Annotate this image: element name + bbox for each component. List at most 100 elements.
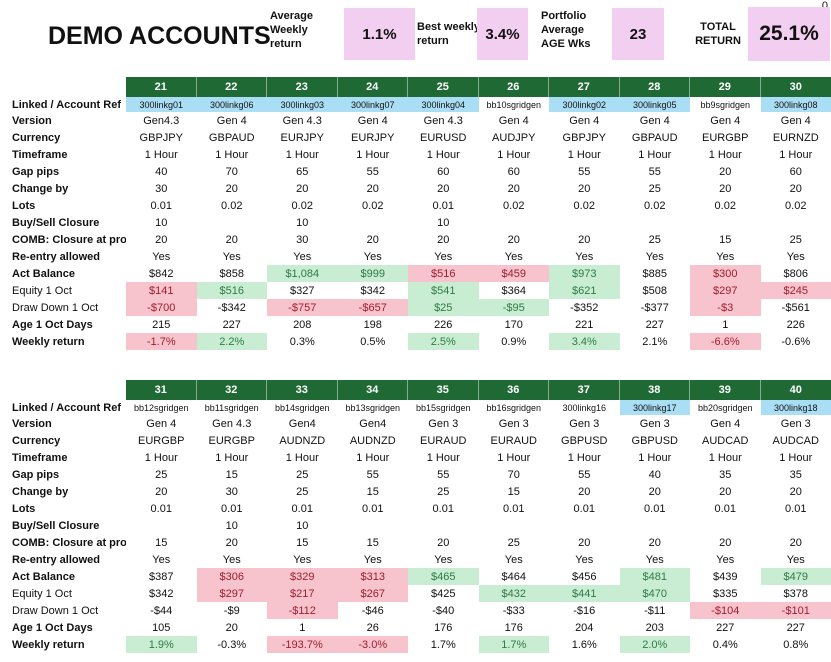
cell-36-re-entry-allowed[interactable]: Yes xyxy=(504,553,523,566)
cell-30-gap-pips[interactable]: 60 xyxy=(789,165,802,178)
column-header-22[interactable]: 22 xyxy=(196,77,267,97)
column-header-39[interactable]: 39 xyxy=(690,380,761,400)
cell-28-age-1-oct-days[interactable]: 227 xyxy=(645,318,664,331)
column-header-28[interactable]: 28 xyxy=(619,77,690,97)
cell-26-age-1-oct-days[interactable]: 170 xyxy=(504,318,523,331)
cell-24-age-1-oct-days[interactable]: 198 xyxy=(363,318,382,331)
cell-38-age-1-oct-days[interactable]: 203 xyxy=(645,621,664,634)
cell-21-currency[interactable]: GBPJPY xyxy=(139,131,183,144)
cell-35-account-ref[interactable]: bb15sgridgen xyxy=(415,402,471,413)
cell-37-weekly-return[interactable]: 1.6% xyxy=(571,638,597,651)
cell-33-change-by[interactable]: 25 xyxy=(296,485,309,498)
column-header-35[interactable]: 35 xyxy=(408,380,479,400)
column-header-24[interactable]: 24 xyxy=(337,77,408,97)
cell-37-draw-down-1-oct[interactable]: -$16 xyxy=(573,604,596,617)
cell-25-currency[interactable]: EURUSD xyxy=(420,131,467,144)
cell-40-lots[interactable]: 0.01 xyxy=(785,502,807,515)
cell-35-lots[interactable]: 0.01 xyxy=(432,502,454,515)
cell-27-version[interactable]: Gen 4 xyxy=(569,114,600,127)
cell-33-age-1-oct-days[interactable]: 1 xyxy=(299,621,306,634)
cell-34-comb-closure-at-profit[interactable]: 15 xyxy=(366,536,379,549)
cell-22-gap-pips[interactable]: 70 xyxy=(225,165,238,178)
cell-38-timeframe[interactable]: 1 Hour xyxy=(638,451,672,464)
cell-36-age-1-oct-days[interactable]: 176 xyxy=(504,621,523,634)
cell-30-equity-1-oct[interactable]: $245 xyxy=(760,282,831,299)
cell-22-timeframe[interactable]: 1 Hour xyxy=(215,148,249,161)
cell-39-currency[interactable]: AUDCAD xyxy=(702,434,749,447)
cell-27-act-balance[interactable]: $973 xyxy=(549,265,620,282)
cell-23-draw-down-1-oct[interactable]: -$757 xyxy=(267,299,338,316)
cell-34-change-by[interactable]: 15 xyxy=(366,485,379,498)
cell-36-version[interactable]: Gen 3 xyxy=(498,417,529,430)
cell-39-lots[interactable]: 0.01 xyxy=(714,502,736,515)
cell-29-timeframe[interactable]: 1 Hour xyxy=(708,148,742,161)
cell-29-act-balance[interactable]: $300 xyxy=(690,265,761,282)
cell-37-gap-pips[interactable]: 55 xyxy=(578,468,591,481)
cell-40-change-by[interactable]: 20 xyxy=(789,485,802,498)
column-header-21[interactable]: 21 xyxy=(126,77,197,97)
cell-28-version[interactable]: Gen 4 xyxy=(639,114,670,127)
cell-33-timeframe[interactable]: 1 Hour xyxy=(285,451,319,464)
cell-23-act-balance[interactable]: $1,084 xyxy=(267,265,338,282)
column-header-38[interactable]: 38 xyxy=(619,380,690,400)
cell-26-equity-1-oct[interactable]: $364 xyxy=(501,284,526,297)
cell-27-gap-pips[interactable]: 55 xyxy=(578,165,591,178)
cell-32-lots[interactable]: 0.01 xyxy=(221,502,243,515)
cell-39-timeframe[interactable]: 1 Hour xyxy=(708,451,742,464)
cell-31-weekly-return[interactable]: 1.9% xyxy=(126,636,197,653)
cell-35-age-1-oct-days[interactable]: 176 xyxy=(434,621,453,634)
cell-22-act-balance[interactable]: $858 xyxy=(219,267,244,280)
column-header-32[interactable]: 32 xyxy=(196,380,267,400)
cell-39-act-balance[interactable]: $439 xyxy=(713,570,738,583)
cell-29-gap-pips[interactable]: 20 xyxy=(719,165,732,178)
cell-32-equity-1-oct[interactable]: $297 xyxy=(196,585,267,602)
cell-37-account-ref[interactable]: 300linkg16 xyxy=(562,402,607,413)
cell-37-buy-sell-closure[interactable] xyxy=(549,517,620,534)
column-header-37[interactable]: 37 xyxy=(549,380,620,400)
cell-27-equity-1-oct[interactable]: $621 xyxy=(549,282,620,299)
cell-26-timeframe[interactable]: 1 Hour xyxy=(497,148,531,161)
cell-22-equity-1-oct[interactable]: $516 xyxy=(196,282,267,299)
cell-35-comb-closure-at-profit[interactable]: 20 xyxy=(437,536,450,549)
cell-24-buy-sell-closure[interactable] xyxy=(338,214,409,231)
cell-39-draw-down-1-oct[interactable]: -$104 xyxy=(690,602,761,619)
cell-21-account-ref[interactable]: 300linkg01 xyxy=(126,97,197,112)
cell-21-comb-closure-at-profit[interactable]: 20 xyxy=(155,233,168,246)
cell-39-equity-1-oct[interactable]: $335 xyxy=(713,587,738,600)
cell-22-re-entry-allowed[interactable]: Yes xyxy=(222,250,241,263)
cell-24-equity-1-oct[interactable]: $342 xyxy=(360,284,385,297)
cell-21-version[interactable]: Gen4.3 xyxy=(143,114,180,127)
cell-40-account-ref[interactable]: 300linkg18 xyxy=(760,400,831,415)
cell-32-weekly-return[interactable]: -0.3% xyxy=(217,638,247,651)
column-header-34[interactable]: 34 xyxy=(337,380,408,400)
cell-23-age-1-oct-days[interactable]: 208 xyxy=(293,318,312,331)
cell-23-equity-1-oct[interactable]: $327 xyxy=(290,284,315,297)
cell-29-re-entry-allowed[interactable]: Yes xyxy=(716,250,735,263)
column-header-25[interactable]: 25 xyxy=(408,77,479,97)
cell-34-draw-down-1-oct[interactable]: -$46 xyxy=(361,604,384,617)
cell-28-re-entry-allowed[interactable]: Yes xyxy=(645,250,664,263)
cell-29-currency[interactable]: EURGBP xyxy=(702,131,749,144)
cell-27-lots[interactable]: 0.02 xyxy=(573,199,595,212)
cell-25-gap-pips[interactable]: 60 xyxy=(437,165,450,178)
cell-22-buy-sell-closure[interactable] xyxy=(197,214,268,231)
cell-24-weekly-return[interactable]: 0.5% xyxy=(360,335,386,348)
cell-40-draw-down-1-oct[interactable]: -$101 xyxy=(760,602,831,619)
column-header-29[interactable]: 29 xyxy=(690,77,761,97)
cell-24-timeframe[interactable]: 1 Hour xyxy=(356,148,390,161)
cell-40-comb-closure-at-profit[interactable]: 20 xyxy=(789,536,802,549)
cell-37-comb-closure-at-profit[interactable]: 20 xyxy=(578,536,591,549)
cell-27-re-entry-allowed[interactable]: Yes xyxy=(575,250,594,263)
cell-38-comb-closure-at-profit[interactable]: 20 xyxy=(648,536,661,549)
cell-40-weekly-return[interactable]: 0.8% xyxy=(783,638,809,651)
cell-30-act-balance[interactable]: $806 xyxy=(783,267,808,280)
cell-22-change-by[interactable]: 20 xyxy=(225,182,238,195)
cell-34-timeframe[interactable]: 1 Hour xyxy=(356,451,390,464)
cell-38-gap-pips[interactable]: 40 xyxy=(648,468,661,481)
cell-28-weekly-return[interactable]: 2.1% xyxy=(642,335,668,348)
cell-38-change-by[interactable]: 20 xyxy=(648,485,661,498)
cell-21-re-entry-allowed[interactable]: Yes xyxy=(152,250,171,263)
cell-26-lots[interactable]: 0.02 xyxy=(503,199,525,212)
cell-33-lots[interactable]: 0.01 xyxy=(291,502,313,515)
cell-31-lots[interactable]: 0.01 xyxy=(150,502,172,515)
